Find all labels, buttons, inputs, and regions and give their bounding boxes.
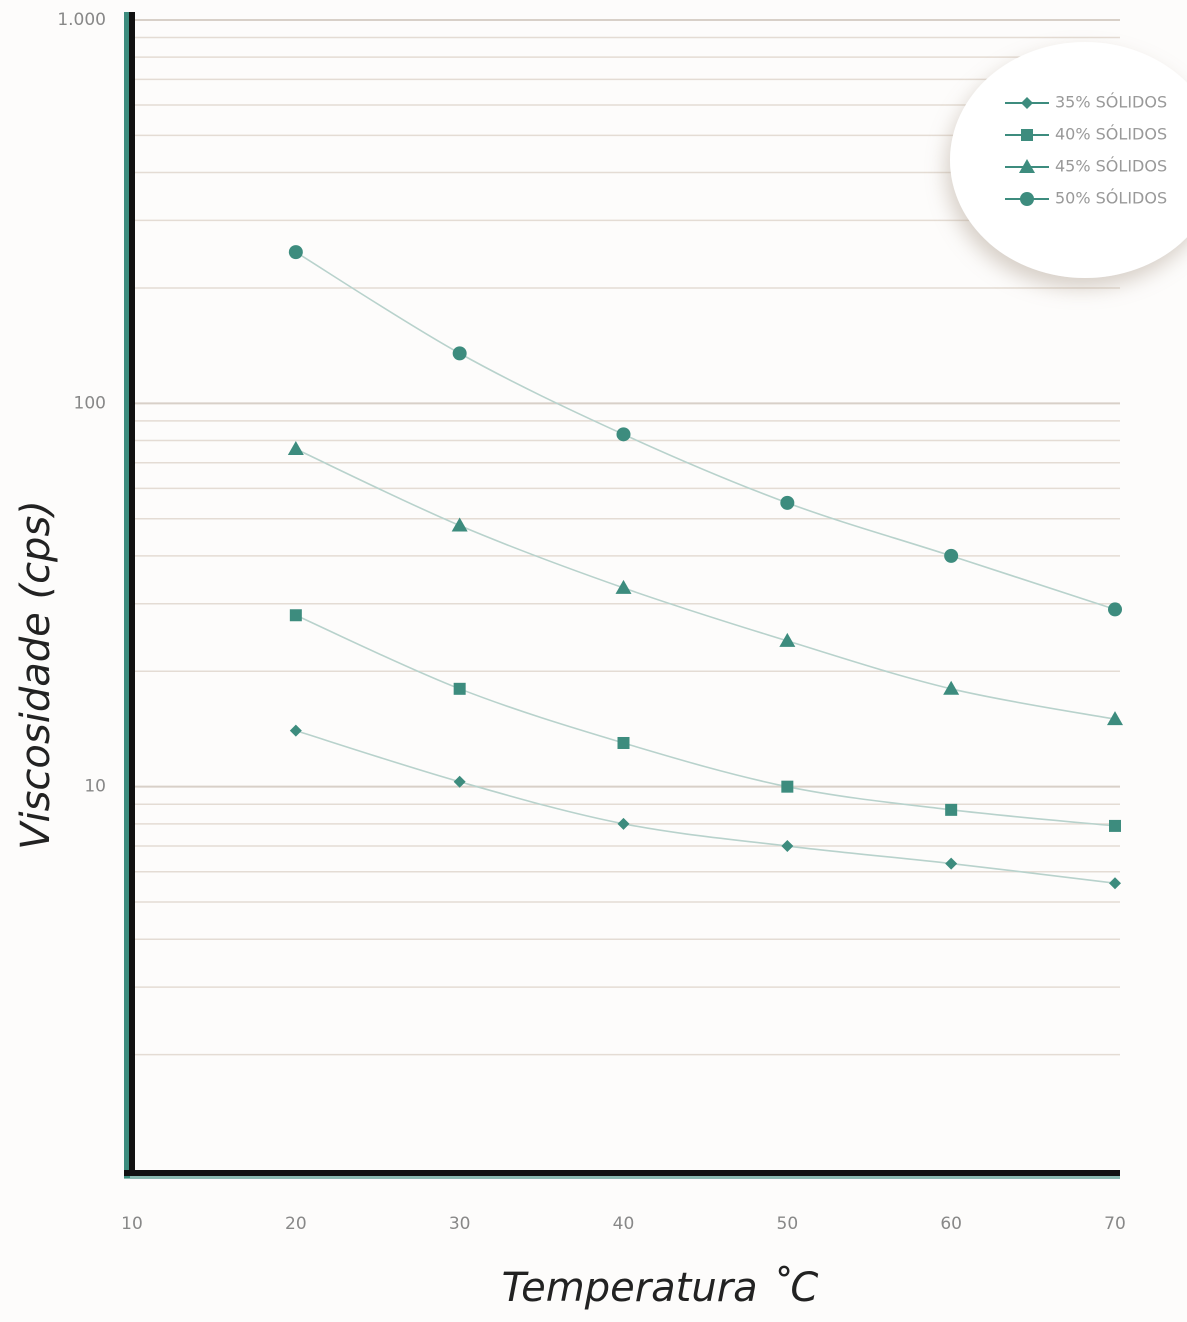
- marker: [945, 803, 958, 816]
- marker: [781, 780, 794, 793]
- x-axis: [124, 1170, 1120, 1176]
- legend-label: 45% SÓLIDOS: [1055, 157, 1167, 176]
- marker: [617, 736, 630, 749]
- x-axis-shadow: [124, 1176, 1120, 1179]
- marker: [1021, 97, 1033, 109]
- y-tick-label: 100: [74, 393, 106, 413]
- marker: [779, 632, 796, 647]
- series-line: [295, 448, 1116, 720]
- x-tick-label: 50: [777, 1214, 799, 1234]
- series-line: [295, 614, 1116, 827]
- series-line: [295, 251, 1116, 611]
- marker: [943, 680, 960, 695]
- marker: [617, 817, 630, 830]
- marker: [1019, 159, 1035, 173]
- legend-label: 35% SÓLIDOS: [1055, 93, 1167, 112]
- marker: [453, 775, 466, 788]
- grid: [132, 19, 1120, 1056]
- x-tick-label: 40: [613, 1214, 635, 1234]
- marker: [780, 495, 795, 510]
- marker: [287, 441, 304, 456]
- x-tick-label: 70: [1104, 1214, 1126, 1234]
- x-tick-label: 60: [940, 1214, 962, 1234]
- marker: [1107, 711, 1123, 726]
- y-axis-shadow: [124, 12, 130, 1178]
- y-axis-label: Viscosidade (cps): [13, 500, 59, 850]
- x-tick-label: 30: [449, 1214, 471, 1234]
- marker: [944, 548, 959, 563]
- marker: [781, 840, 794, 853]
- marker: [1109, 819, 1121, 832]
- legend: 35% SÓLIDOS 40% SÓLIDOS 45% SÓLIDOS 50% SÓL…: [1005, 93, 1167, 208]
- marker: [616, 427, 631, 442]
- legend-label: 40% SÓLIDOS: [1055, 125, 1167, 144]
- y-axis: [129, 12, 135, 1176]
- marker: [451, 517, 468, 532]
- y-tick-label: 10: [84, 777, 106, 797]
- series-line: [295, 729, 1116, 884]
- marker: [1020, 192, 1034, 206]
- marker: [1021, 129, 1033, 141]
- marker: [1108, 602, 1122, 617]
- marker: [615, 579, 632, 594]
- x-tick-label: 20: [285, 1214, 307, 1234]
- marker: [289, 724, 302, 737]
- marker: [1109, 877, 1121, 890]
- y-tick-label: 1.000: [57, 10, 106, 30]
- marker: [452, 346, 467, 361]
- legend-bubble: [950, 42, 1187, 278]
- legend-label: 50% SÓLIDOS: [1055, 189, 1167, 208]
- marker: [289, 609, 302, 622]
- marker: [945, 857, 958, 870]
- marker: [288, 245, 303, 260]
- x-axis-label: Temperatura ˚C: [502, 1265, 819, 1311]
- marker: [453, 682, 466, 695]
- x-tick-label: 10: [121, 1214, 143, 1234]
- plot: [287, 245, 1123, 890]
